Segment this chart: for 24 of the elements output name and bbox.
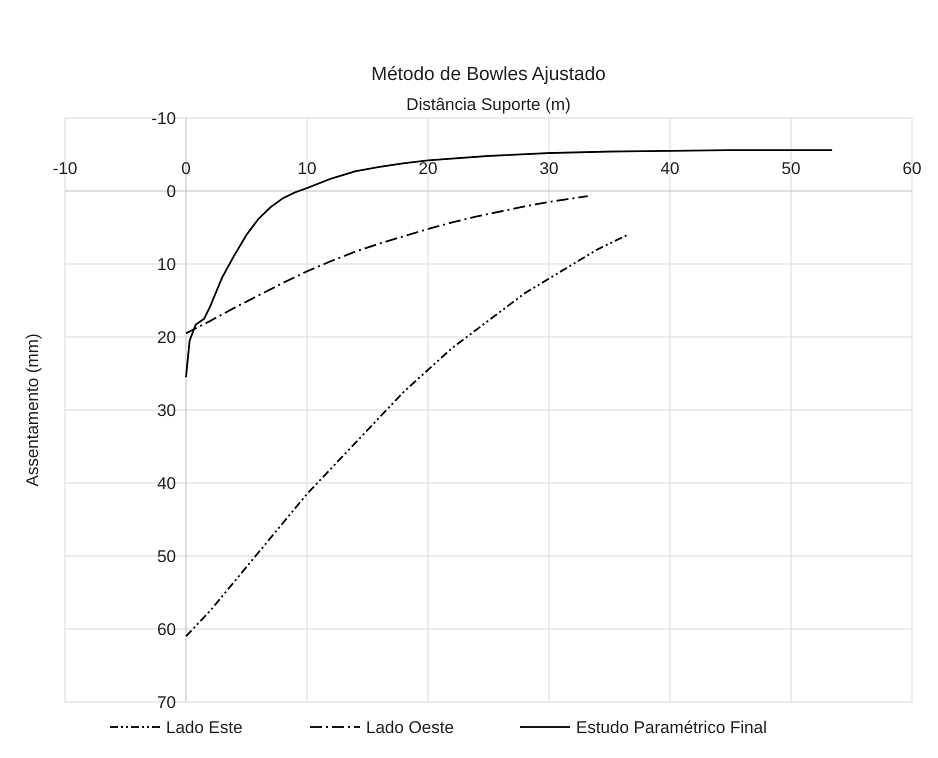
chart-title: Método de Bowles Ajustado [371,64,606,85]
y-tick-label: 30 [157,401,176,420]
line-series [185,234,629,638]
x-tick-label: 0 [181,159,191,178]
y-tick-label: 60 [157,620,176,639]
y-axis-title: Assentamento (mm) [23,333,42,487]
x-tick-label: 60 [902,159,922,178]
legend-label: Lado Oeste [366,718,454,737]
legend-label: Lado Este [166,718,243,737]
y-tick-label: 20 [157,328,176,347]
x-tick-label: -10 [52,159,78,178]
y-tick-label: 70 [157,693,176,712]
y-tick-label: 50 [157,547,176,566]
legend-label: Estudo Paramétrico Final [576,718,767,737]
x-axis-title: Distância Suporte (m) [406,95,571,114]
y-tick-label: -10 [151,109,176,128]
y-tick-label: 40 [157,474,176,493]
x-tick-label: 10 [298,159,316,178]
x-tick-label: 50 [782,159,800,178]
x-tick-label: 40 [660,159,680,178]
x-tick-label: 20 [418,159,438,178]
y-tick-label: 0 [166,182,176,201]
x-tick-label: 30 [540,159,558,178]
y-tick-label: 10 [157,255,176,274]
